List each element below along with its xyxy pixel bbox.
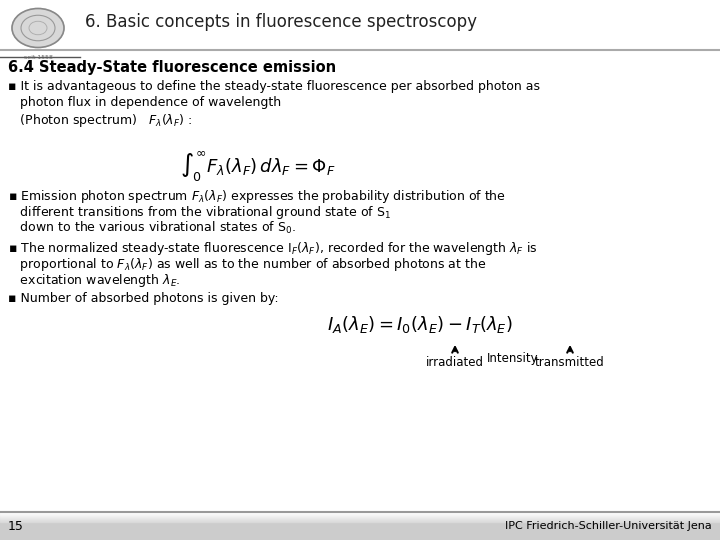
Text: ▪ The normalized steady-state fluorescence I$_F$($\lambda_F$), recorded for the : ▪ The normalized steady-state fluorescen… [8,240,538,257]
Text: 6. Basic concepts in fluorescence spectroscopy: 6. Basic concepts in fluorescence spectr… [85,13,477,31]
Bar [0,513,720,514]
Bar [0,516,720,517]
Bar [0,512,720,540]
Circle shape [12,9,64,48]
Text: ▪ Number of absorbed photons is given by:: ▪ Number of absorbed photons is given by… [8,292,279,305]
Text: different transitions from the vibrational ground state of S$_1$: different transitions from the vibration… [8,204,391,221]
Text: irradiated: irradiated [426,356,484,369]
Bar [0,514,720,515]
Text: excitation wavelength $\lambda_E$.: excitation wavelength $\lambda_E$. [8,272,181,289]
Bar [0,519,720,520]
Text: photon flux in dependence of wavelength: photon flux in dependence of wavelength [8,96,281,109]
Text: ▪ It is advantageous to define the steady-state fluorescence per absorbed photon: ▪ It is advantageous to define the stead… [8,80,540,93]
Text: $I_A(\lambda_E) = I_0(\lambda_E) - I_T(\lambda_E)$: $I_A(\lambda_E) = I_0(\lambda_E) - I_T(\… [327,314,513,335]
Bar [0,517,720,518]
Text: proportional to $F_{\lambda}(\lambda_F)$ as well as to the number of absorbed ph: proportional to $F_{\lambda}(\lambda_F)$… [8,256,487,273]
Text: transmitted: transmitted [535,356,605,369]
Text: ▪ Emission photon spectrum $F_{\lambda}(\lambda_F)$ expresses the probability di: ▪ Emission photon spectrum $F_{\lambda}(… [8,188,506,205]
Text: IPC Friedrich-Schiller-Universität Jena: IPC Friedrich-Schiller-Universität Jena [505,521,712,531]
Bar [0,518,720,519]
Bar [0,512,720,513]
Text: $\int_0^{\infty} F_{\lambda}(\lambda_F)\,d\lambda_F = \Phi_F$: $\int_0^{\infty} F_{\lambda}(\lambda_F)\… [180,150,336,184]
Text: (Photon spectrum)   $F_{\lambda}(\lambda_F)$ :: (Photon spectrum) $F_{\lambda}(\lambda_F… [8,112,192,129]
Text: 15: 15 [8,519,24,532]
Bar [0,521,720,522]
Bar [0,515,720,516]
Text: down to the various vibrational states of S$_0$.: down to the various vibrational states o… [8,220,296,236]
Bar [0,520,720,521]
Text: Intensity: Intensity [487,352,539,365]
Text: 6.4 Steady-State fluorescence emission: 6.4 Steady-State fluorescence emission [8,60,336,75]
Text: seit 1558: seit 1558 [24,55,53,60]
